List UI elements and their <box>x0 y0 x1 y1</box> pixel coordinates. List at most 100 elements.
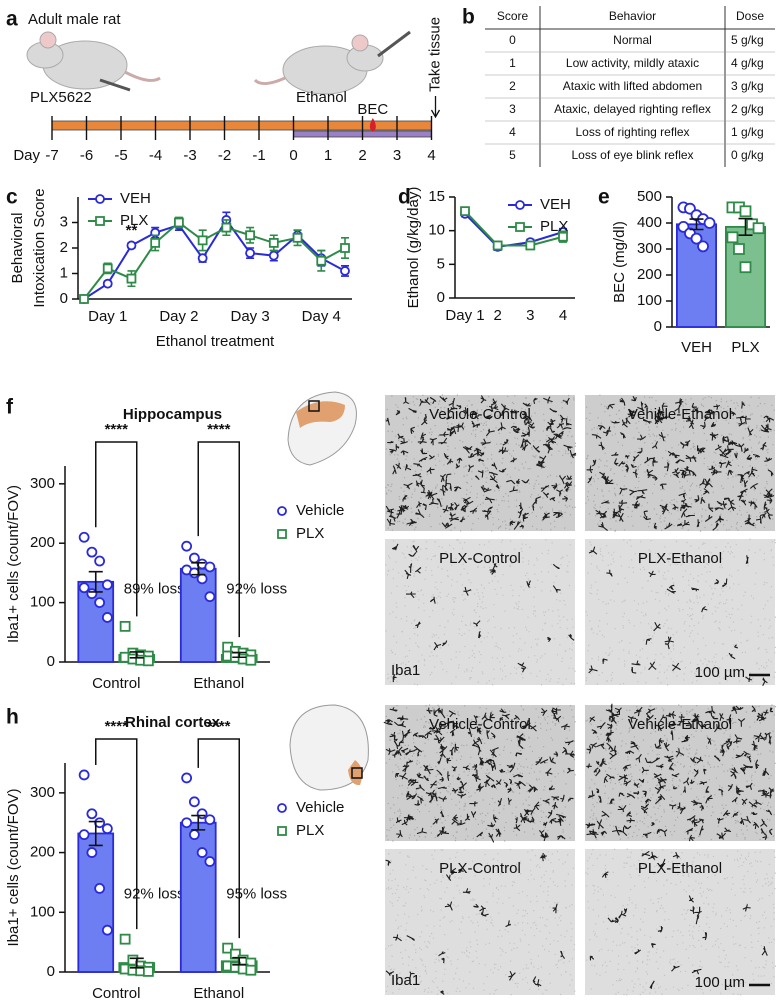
marker <box>181 817 193 829</box>
marker <box>245 964 257 976</box>
day-label: 4 <box>427 147 435 164</box>
marker <box>126 240 137 251</box>
brain-region <box>348 760 363 786</box>
y-tick-label: 5 <box>437 255 445 272</box>
table-header: Behavior <box>609 9 656 23</box>
marker <box>229 948 241 960</box>
legend-label: PLX <box>296 822 324 839</box>
x-tick-label: Control <box>92 675 140 692</box>
significance-bracket <box>197 738 240 939</box>
significance-label: **** <box>207 718 231 735</box>
marker <box>101 924 113 936</box>
table-cell: Ataxic with lifted abdomen <box>563 79 702 93</box>
y-tick-label: 300 <box>30 475 55 492</box>
marker <box>222 942 234 954</box>
loss-label: 95% loss <box>226 886 287 903</box>
legend-marker <box>515 200 525 210</box>
legend-label: PLX <box>296 525 324 542</box>
micrograph <box>585 539 775 685</box>
legend-marker <box>95 216 105 226</box>
marker <box>181 540 193 552</box>
micrograph <box>385 705 575 841</box>
marker <box>102 278 113 289</box>
y-tick-label: 3 <box>60 213 68 230</box>
treatment-label: Ethanol <box>296 89 347 106</box>
y-tick-label: 100 <box>30 594 55 611</box>
marker <box>340 266 350 276</box>
table-cell: 2 g/kg <box>731 102 764 116</box>
rat-icon <box>253 30 411 95</box>
x-tick-label: Day 4 <box>302 308 341 325</box>
microglia <box>585 703 775 842</box>
y-axis-label: Ethanol (g/kg/day) <box>405 187 422 309</box>
y-tick-label: 100 <box>30 903 55 920</box>
micrograph-texture <box>585 848 776 996</box>
legend-marker <box>277 803 287 813</box>
marker <box>102 263 113 274</box>
rat-tail <box>253 76 286 85</box>
significance-label: **** <box>105 421 129 438</box>
marker <box>292 232 303 243</box>
x-tick-label: Day 1 <box>445 307 484 324</box>
marker <box>86 847 98 858</box>
marker <box>94 597 106 609</box>
y-tick-label: 10 <box>428 222 445 239</box>
table-cell: 5 g/kg <box>731 33 764 47</box>
legend-marker <box>277 826 287 836</box>
y-tick-label: 0 <box>654 318 662 335</box>
tile-label: Vehicle-Control <box>429 406 531 423</box>
microglia <box>588 546 768 686</box>
y-tick-label: 0 <box>437 289 445 306</box>
marker <box>78 769 90 781</box>
marker <box>196 573 208 585</box>
tile-label: PLX-Ethanol <box>638 860 722 877</box>
marker <box>690 232 703 245</box>
table-cell: 3 <box>509 102 516 116</box>
tile-label: Vehicle-Control <box>429 716 531 733</box>
panel-label: a <box>6 8 18 31</box>
brain-icon <box>287 391 357 466</box>
marker <box>204 591 216 603</box>
marker <box>142 966 154 977</box>
day-label: -1 <box>252 147 265 164</box>
scale-bar-label: 100 µm <box>695 974 745 991</box>
y-tick-label: 15 <box>428 188 445 205</box>
series-line <box>464 210 564 247</box>
marker <box>245 654 257 666</box>
marker <box>245 248 255 259</box>
treatment-label: PLX5622 <box>30 89 92 106</box>
legend-marker <box>277 506 287 516</box>
marker <box>739 261 752 274</box>
microglia <box>383 707 575 843</box>
marker <box>197 235 208 246</box>
micrograph <box>385 849 575 995</box>
marker <box>86 546 98 558</box>
micrograph-texture <box>585 538 776 686</box>
legend-label: VEH <box>120 190 151 207</box>
micrograph <box>585 705 775 841</box>
microglia <box>589 850 768 990</box>
table-cell: 4 <box>509 125 516 139</box>
stain-label: Iba1 <box>391 662 420 679</box>
rat-icon <box>26 31 161 92</box>
day-label: -5 <box>114 147 127 164</box>
error-bar <box>191 562 206 576</box>
y-tick-label: 2 <box>60 239 68 256</box>
micrograph-texture <box>585 704 777 841</box>
microglia <box>391 543 575 683</box>
y-tick-label: 300 <box>30 784 55 801</box>
marker <box>268 237 279 248</box>
y-axis-label: Iba1+ cells (count/FOV) <box>5 485 22 643</box>
gavage <box>377 30 411 58</box>
marker <box>492 240 503 251</box>
table-cell: 4 g/kg <box>731 56 764 70</box>
stain-label: Iba1 <box>391 972 420 989</box>
table-cell: Loss of righting reflex <box>575 125 689 139</box>
y-tick-label: 400 <box>637 214 662 231</box>
day-label: 1 <box>324 147 332 164</box>
marker <box>340 243 350 253</box>
tile-label: Vehicle-Ethanol <box>628 406 732 423</box>
table-cell: 0 <box>509 33 516 47</box>
error-bar <box>88 570 103 593</box>
